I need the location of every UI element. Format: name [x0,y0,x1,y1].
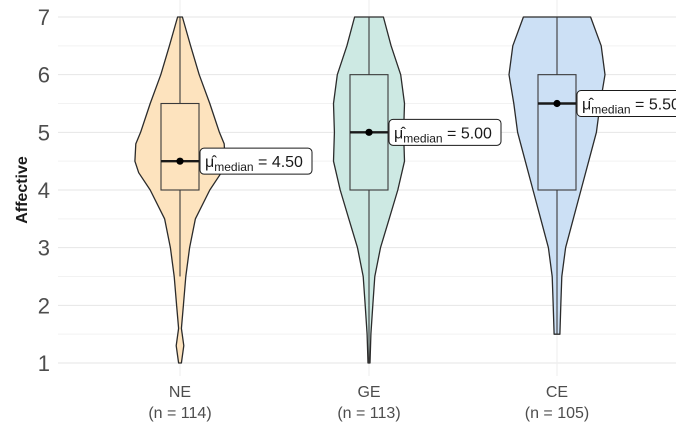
y-tick-label: 1 [38,351,50,376]
x-tick-label: NE [169,384,191,401]
box-ne [160,102,200,191]
median-label-box [388,118,502,146]
y-tick-label: 3 [38,236,50,261]
median-label-text: μ̂median = 5.50 [582,97,676,117]
median-label-text: μ̂median = 4.50 [205,154,303,174]
y-axis-title: Affective [14,156,31,224]
x-tick-label: GE [357,384,380,401]
axes: 1 2 3 4 5 6 7 NE (n = 114) GE (n = 113) CE (n = 105) [38,5,589,422]
box-ce [537,74,577,191]
median-label-box [576,90,676,117]
median-label-box [199,147,313,175]
y-tick-label: 7 [38,5,50,30]
boxplots [160,17,577,363]
x-tick-sample-size: (n = 114) [148,405,211,422]
y-tick-label: 5 [38,120,50,145]
x-tick-sample-size: (n = 113) [337,405,400,422]
median-point [176,157,184,165]
median-annotations: μ̂median = 4.50 μ̂median = 5.00 μ̂median =… [199,90,676,175]
median-label-text: μ̂median = 5.00 [394,125,492,145]
y-tick-label: 4 [38,178,50,203]
x-tick-label: CE [546,384,568,401]
x-tick-sample-size: (n = 105) [525,405,589,422]
median-point [553,99,561,108]
median-point [365,128,373,136]
y-tick-label: 2 [38,293,50,318]
y-tick-label: 6 [38,63,50,88]
